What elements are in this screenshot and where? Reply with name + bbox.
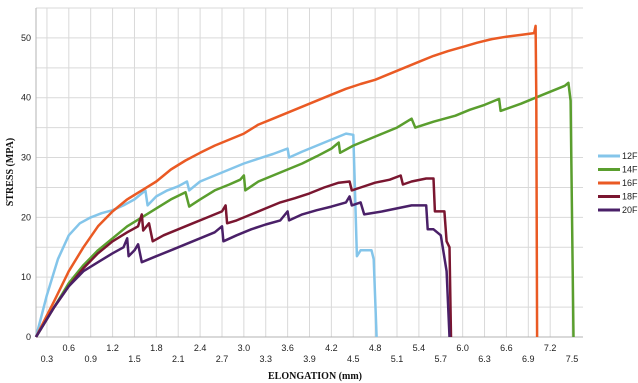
series-line-18f [34, 174, 453, 338]
grid [36, 7, 583, 338]
x-axis-title: ELONGATION (mm) [268, 371, 362, 382]
x-tick-label: 1.8 [150, 343, 163, 353]
y-tick-label: 0 [26, 332, 31, 342]
legend-label-16f: 16F [622, 178, 638, 188]
x-tick-label: 5.1 [391, 354, 404, 364]
y-tick-labels: 0 10 20 30 40 50 [21, 33, 31, 342]
legend-label-12f: 12F [622, 151, 638, 161]
x-tick-label: 6.9 [522, 354, 535, 364]
x-tick-label: 2.1 [172, 354, 185, 364]
x-tick-label: 2.7 [216, 354, 229, 364]
x-tick-label: 4.5 [347, 354, 360, 364]
x-tick-labels: 0.6 1.2 1.8 2.4 3.0 3.6 4.2 4.8 5.4 6.0 6.6 7.2 0.3 0… [41, 343, 579, 364]
x-tick-label: 7.5 [566, 354, 579, 364]
x-tick-label: 4.2 [325, 343, 338, 353]
x-tick-label: 7.2 [544, 343, 557, 353]
x-tick-label: 5.4 [413, 343, 426, 353]
x-tick-label: 6.0 [456, 343, 469, 353]
y-tick-label: 40 [21, 93, 31, 103]
x-tick-label: 5.7 [435, 354, 448, 364]
x-tick-label: 6.6 [500, 343, 513, 353]
y-tick-label: 30 [21, 153, 31, 163]
x-tick-label: 3.9 [303, 354, 316, 364]
x-tick-label: 3.6 [281, 343, 294, 353]
series-line-16f [34, 24, 539, 338]
y-tick-label: 10 [21, 272, 31, 282]
x-tick-label: 3.3 [259, 354, 272, 364]
legend: 12F 14F 16F 18F 20F [598, 151, 638, 215]
x-tick-label: 4.8 [369, 343, 382, 353]
y-axis-title: STRESS (MPA) [5, 138, 16, 206]
x-tick-label: 1.2 [106, 343, 119, 353]
x-tick-label: 6.3 [478, 354, 491, 364]
series-line-14f [34, 81, 575, 338]
series-lines [34, 24, 575, 338]
x-tick-label: 0.6 [63, 343, 76, 353]
y-tick-label: 20 [21, 212, 31, 222]
legend-label-18f: 18F [622, 192, 638, 202]
x-tick-label: 1.5 [128, 354, 141, 364]
x-tick-label: 3.0 [238, 343, 251, 353]
series-line-12f [34, 132, 378, 338]
series-line-20f [34, 195, 451, 338]
axes [35, 8, 583, 338]
x-tick-label: 0.3 [41, 354, 54, 364]
legend-label-14f: 14F [622, 165, 638, 175]
x-tick-label: 0.9 [84, 354, 97, 364]
x-tick-label: 2.4 [194, 343, 207, 353]
y-tick-label: 50 [21, 33, 31, 43]
legend-label-20f: 20F [622, 205, 638, 215]
